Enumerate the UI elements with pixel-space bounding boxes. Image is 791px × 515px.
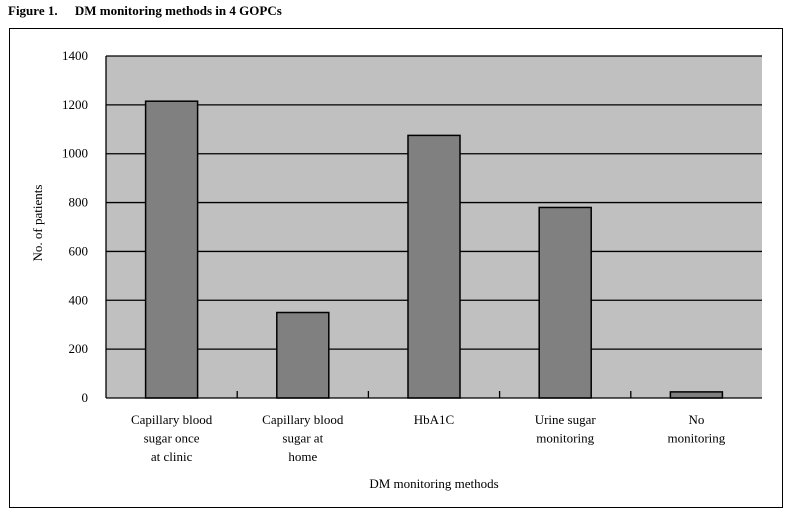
y-axis-title: No. of patients: [30, 185, 45, 262]
category-label-0: Capillary blood sugar once at clinic: [131, 412, 213, 464]
category-label-1: Capillary blood sugar at home: [262, 412, 344, 464]
category-label-2: HbA1C: [414, 412, 454, 427]
bars: [144, 100, 724, 399]
y-tick-label: 200: [69, 341, 89, 356]
figure-title: DM monitoring methods in 4 GOPCs: [74, 3, 282, 18]
y-tick-label: 0: [82, 390, 89, 405]
y-tick-label: 1000: [62, 146, 88, 161]
axes: [105, 56, 762, 399]
figure-label: Figure 1.: [8, 3, 58, 18]
y-tick-label: 400: [69, 292, 89, 307]
x-category-labels: Capillary blood sugar once at clinic Capill…: [131, 412, 726, 464]
bar-3: [538, 206, 592, 399]
bar-0: [144, 100, 199, 399]
category-label-4: No monitoring: [668, 412, 726, 446]
y-tick-label: 600: [69, 243, 89, 258]
chart-frame: [9, 28, 783, 508]
bar-1: [276, 311, 330, 399]
figure-caption: Figure 1. DM monitoring methods in 4 GOP…: [8, 3, 282, 19]
y-tick-label: 800: [69, 195, 89, 210]
x-axis-title: DM monitoring methods: [369, 476, 498, 491]
bar-2: [407, 134, 461, 399]
bar-4: [669, 391, 724, 399]
category-label-3: Urine sugar monitoring: [535, 412, 597, 446]
y-tick-labels: 0 200 400 600 800 1000 1200 1400: [62, 48, 88, 405]
y-tick-label: 1400: [62, 48, 88, 63]
y-tick-label: 1200: [62, 97, 88, 112]
